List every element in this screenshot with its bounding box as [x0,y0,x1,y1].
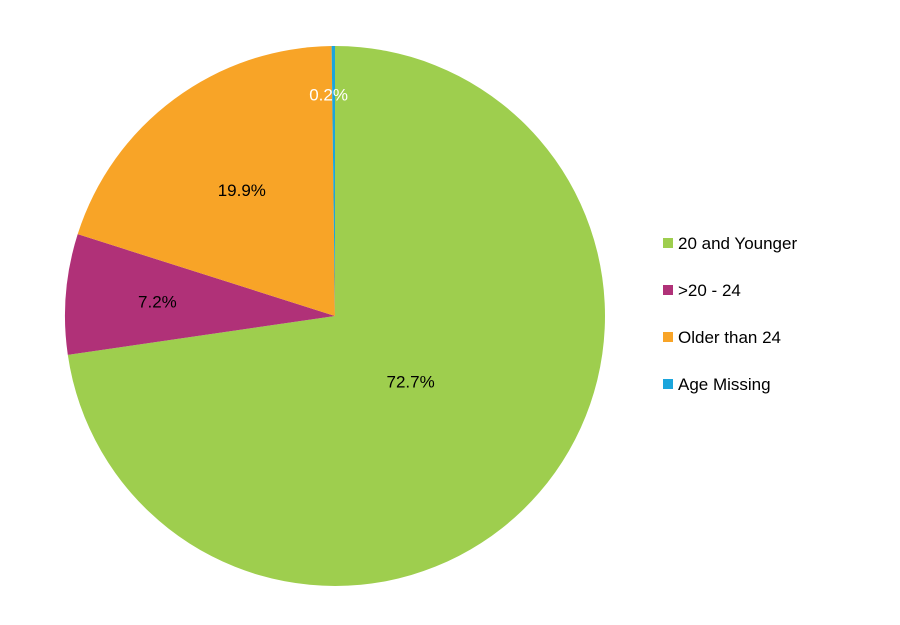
legend-label-age-missing: Age Missing [678,375,771,394]
legend-label-20-24: >20 - 24 [678,281,741,300]
pie-slices [64,45,605,587]
legend-label-older-than-24: Older than 24 [678,328,781,347]
legend-label-20-and-younger: 20 and Younger [678,234,797,253]
pie-slice-older-than-24 [77,46,335,317]
legend-swatch-20-24 [663,285,673,295]
data-label-older-than-24: 19.9% [218,181,266,200]
legend-swatch-older-than-24 [663,332,673,342]
data-label-20-and-younger: 72.7% [386,372,434,391]
pie-slice-20-24 [64,234,335,355]
pie-slice-age-missing [331,45,335,317]
data-label-20-24: 7.2% [138,293,177,312]
legend-swatch-20-and-younger [663,238,673,248]
legend: 20 and Younger >20 - 24 Older than 24 Age M… [663,234,797,394]
pie-slice-20-and-younger [67,46,605,587]
data-label-age-missing: 0.2% [309,86,348,105]
legend-swatch-age-missing [663,379,673,389]
pie-data-labels: 72.7% 7.2% 19.9% 0.2% [138,86,435,392]
